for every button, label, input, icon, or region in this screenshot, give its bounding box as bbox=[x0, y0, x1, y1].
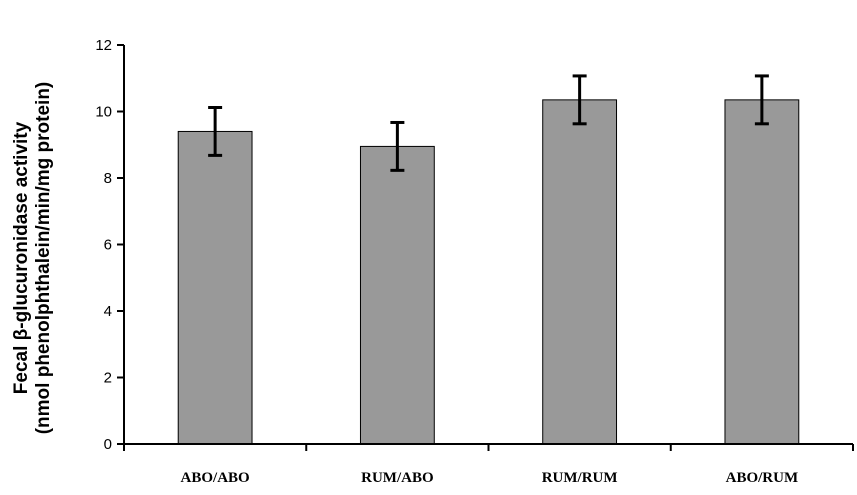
x-category-label: ABO/ABO bbox=[181, 470, 250, 486]
y-tick-label: 8 bbox=[104, 170, 112, 187]
y-axis-title-line2: (nmol phenolphthalein/min/mg protein) bbox=[33, 82, 54, 435]
y-axis-title-group: Fecal β-glucuronidase activity (nmol phe… bbox=[11, 82, 54, 435]
x-category-label: RUM/ABO bbox=[361, 470, 434, 486]
y-axis-title-line1: Fecal β-glucuronidase activity bbox=[11, 121, 32, 394]
x-labels-group: ABO/ABO RUM/ABO RUM/RUM ABO/RUM bbox=[181, 470, 799, 486]
x-ticks-group bbox=[123, 444, 854, 451]
bars-group bbox=[177, 99, 800, 445]
y-tick-label: 10 bbox=[95, 104, 112, 121]
x-category-label: ABO/RUM bbox=[726, 470, 799, 486]
y-tick-label: 0 bbox=[104, 436, 112, 453]
bar bbox=[542, 99, 618, 445]
y-tick-label: 4 bbox=[104, 303, 112, 320]
bar bbox=[359, 145, 435, 445]
x-category-label: RUM/RUM bbox=[542, 470, 618, 486]
y-tick-label: 6 bbox=[104, 237, 112, 254]
y-tick-label: 2 bbox=[104, 370, 112, 387]
bar bbox=[724, 99, 800, 445]
error-bars-group bbox=[208, 74, 769, 172]
y-ticks-group: 0 2 4 6 8 10 12 bbox=[95, 37, 124, 453]
bar bbox=[177, 130, 253, 445]
y-tick-label: 12 bbox=[95, 37, 112, 54]
